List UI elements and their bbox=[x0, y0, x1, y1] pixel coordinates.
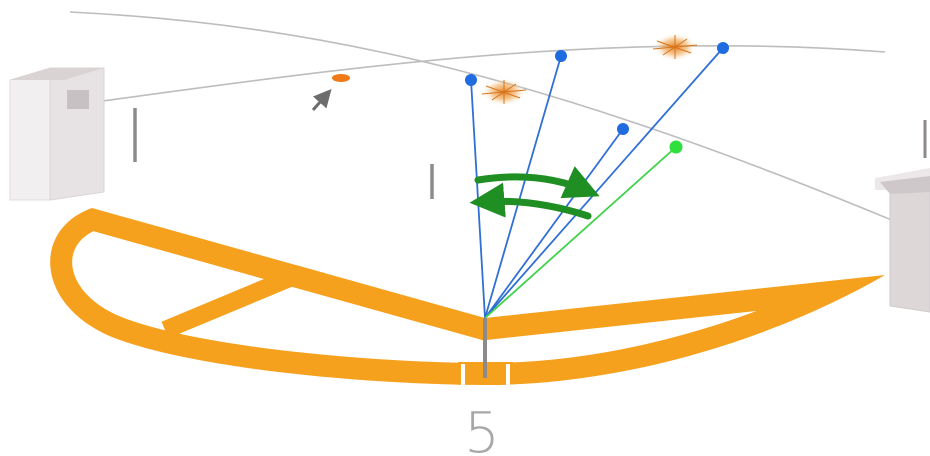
orange-marker bbox=[332, 74, 350, 82]
ray-3 bbox=[484, 128, 624, 319]
blue-dot-4 bbox=[717, 42, 729, 54]
burst-2 bbox=[652, 33, 698, 61]
sky-arc-line bbox=[69, 11, 930, 237]
blue-dot-2 bbox=[555, 50, 567, 62]
left-building bbox=[9, 67, 105, 201]
ray-2 bbox=[484, 55, 562, 319]
double-curved-arrow-icon bbox=[469, 166, 600, 220]
green-dot bbox=[669, 140, 683, 154]
burst-1 bbox=[481, 78, 527, 106]
diagram-number-label: 5 bbox=[464, 401, 500, 456]
right-building bbox=[875, 168, 930, 313]
ray-4 bbox=[484, 47, 724, 319]
field bbox=[50, 208, 886, 385]
trajectory-line bbox=[87, 44, 886, 104]
ray-green bbox=[484, 146, 677, 319]
left-building-window bbox=[67, 90, 89, 109]
pointer-arrow-icon bbox=[311, 88, 332, 111]
blue-dot-3 bbox=[617, 123, 629, 135]
blue-dot-1 bbox=[465, 74, 477, 86]
